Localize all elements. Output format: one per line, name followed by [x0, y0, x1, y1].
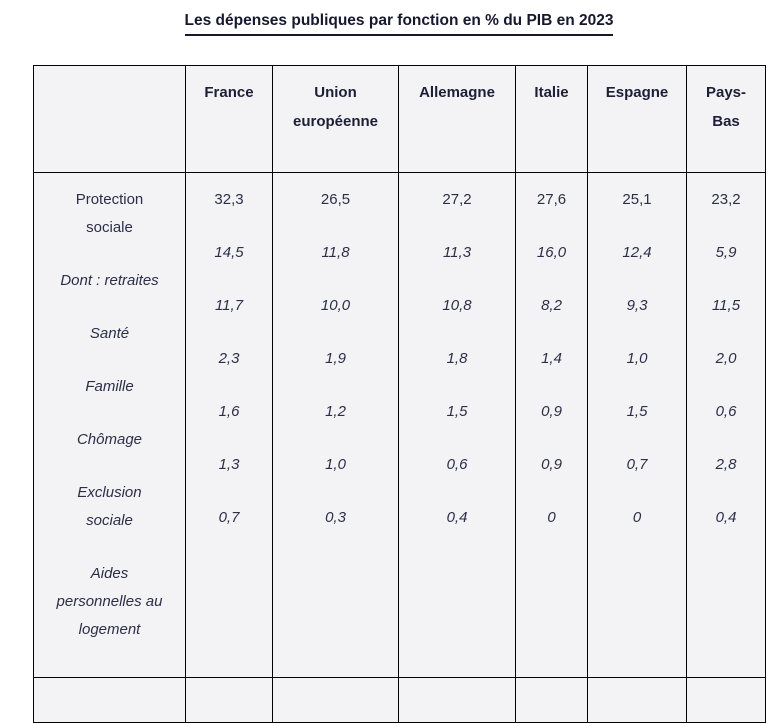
table-value: 11,5 [711, 297, 741, 314]
page-title: Les dépenses publiques par fonction en %… [33, 10, 765, 36]
union-europeenne-values-cell: 26,5 11,8 10,0 1,9 1,2 1,0 0,3 [272, 172, 399, 678]
header-row: France Union européenne Allemagne Italie… [33, 65, 766, 173]
espagne-values-cell: 25,1 12,4 9,3 1,0 1,5 0,7 0 [587, 172, 687, 678]
corner-header-cell [33, 65, 186, 173]
table-value: 1,4 [541, 350, 562, 367]
row-label-dont-retraites: Dont : retraites [60, 272, 159, 289]
table-value: 23,2 [711, 191, 741, 208]
table-value: 1,5 [446, 403, 468, 420]
partial-cell [686, 677, 766, 723]
row-label-chomage: Chômage [76, 431, 143, 448]
table-value: 1,3 [218, 456, 240, 473]
row-label-famille: Famille [85, 378, 134, 395]
row-label-protection-sociale: Protection sociale [75, 191, 144, 236]
table-value: 10,8 [442, 297, 472, 314]
table-value: 27,6 [536, 191, 567, 208]
table-value: 0,9 [541, 403, 562, 420]
row-label-aides-logement: Aides personnelles au logement [56, 565, 163, 638]
row-label-exclusion-sociale: Exclusion sociale [77, 484, 142, 529]
table-value: 0,3 [325, 509, 346, 526]
column-header-espagne: Espagne [587, 65, 687, 173]
column-header-union-europeenne: Union européenne [272, 65, 399, 173]
column-header-italie: Italie [515, 65, 588, 173]
table-value: 8,2 [541, 297, 562, 314]
data-row: Protection sociale Dont : retraites Sant… [33, 172, 766, 678]
table-value: 25,1 [622, 191, 652, 208]
france-values-cell: 32,3 14,5 11,7 2,3 1,6 1,3 0,7 [185, 172, 273, 678]
table-value: 1,5 [626, 403, 648, 420]
partial-cell [515, 677, 588, 723]
table-value: 2,8 [715, 456, 737, 473]
table-value: 12,4 [622, 244, 652, 261]
partial-cell [185, 677, 273, 723]
partial-cell [587, 677, 687, 723]
column-header-france: France [185, 65, 273, 173]
table-value: 0,4 [446, 509, 468, 526]
table-value: 2,0 [715, 350, 737, 367]
table-value: 1,9 [325, 350, 346, 367]
row-labels-cell: Protection sociale Dont : retraites Sant… [33, 172, 186, 678]
table-value: 0,4 [715, 509, 737, 526]
table-value: 0 [632, 509, 642, 526]
row-label-sante: Santé [89, 325, 130, 342]
table-value: 16,0 [536, 244, 567, 261]
table-value: 11,7 [214, 297, 244, 314]
partial-cell [33, 677, 186, 723]
table-value: 0,7 [218, 509, 240, 526]
next-row-partial [33, 677, 766, 723]
column-header-pays-bas: Pays- Bas [686, 65, 766, 173]
table-value: 32,3 [214, 191, 244, 208]
table-value: 9,3 [626, 297, 648, 314]
table-value: 0,6 [446, 456, 468, 473]
table-value: 0,9 [541, 456, 562, 473]
table-value: 0,6 [715, 403, 737, 420]
table-value: 0 [547, 509, 556, 526]
table-value: 1,8 [446, 350, 468, 367]
table-value: 1,0 [626, 350, 648, 367]
table-value: 11,3 [442, 244, 472, 261]
partial-cell [272, 677, 399, 723]
table-value: 1,6 [218, 403, 240, 420]
table-value: 10,0 [320, 297, 351, 314]
table-value: 14,5 [214, 244, 244, 261]
partial-cell [398, 677, 516, 723]
italie-values-cell: 27,6 16,0 8,2 1,4 0,9 0,9 0 [515, 172, 588, 678]
table-value: 26,5 [320, 191, 351, 208]
public-spending-table: France Union européenne Allemagne Italie… [33, 65, 766, 723]
pays-bas-values-cell: 23,2 5,9 11,5 2,0 0,6 2,8 0,4 [686, 172, 766, 678]
table-value: 27,2 [442, 191, 472, 208]
table-value: 2,3 [218, 350, 240, 367]
table-value: 1,0 [325, 456, 346, 473]
table-value: 5,9 [715, 244, 737, 261]
page-title-text: Les dépenses publiques par fonction en %… [184, 10, 614, 36]
allemagne-values-cell: 27,2 11,3 10,8 1,8 1,5 0,6 0,4 [398, 172, 516, 678]
table-value: 11,8 [321, 244, 350, 261]
table-value: 1,2 [325, 403, 346, 420]
table-value: 0,7 [626, 456, 648, 473]
column-header-allemagne: Allemagne [398, 65, 516, 173]
